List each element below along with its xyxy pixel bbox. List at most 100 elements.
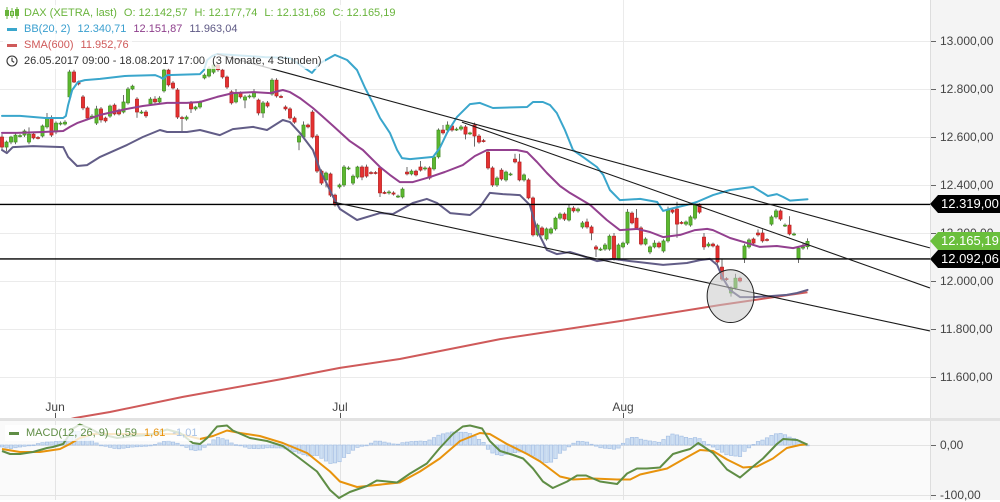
- candle-body: [801, 246, 805, 249]
- candle-body: [612, 235, 616, 260]
- candle-body: [756, 232, 760, 236]
- price-plot[interactable]: [0, 53, 930, 425]
- candle-body: [481, 140, 486, 142]
- candle-up: [558, 212, 562, 220]
- candle-down: [382, 190, 387, 195]
- candle-body: [693, 204, 697, 219]
- candle-up: [625, 209, 630, 246]
- candle-body: [328, 173, 333, 196]
- candle-body: [166, 69, 171, 86]
- candle-body: [364, 166, 369, 177]
- candle-body: [544, 228, 549, 240]
- candle-up: [783, 223, 787, 228]
- instrument-name: DAX (XETRA, last): [24, 7, 117, 19]
- candle-body: [760, 232, 765, 242]
- candle-body: [27, 133, 31, 143]
- candle-down: [36, 136, 40, 140]
- candle-down: [180, 115, 184, 131]
- histogram-bar: [742, 444, 747, 452]
- histogram-bar: [310, 444, 315, 457]
- histogram-bar: [625, 438, 630, 446]
- candle-body: [396, 195, 400, 198]
- histogram-bar: [175, 442, 180, 446]
- candle-up: [792, 232, 796, 236]
- candle-up: [643, 237, 648, 246]
- candle-body: [378, 167, 382, 194]
- candle-down: [756, 229, 760, 237]
- candle-body: [585, 221, 589, 228]
- candle-body: [342, 166, 346, 186]
- histogram-bar: [589, 443, 594, 446]
- candle-down: [373, 171, 378, 175]
- histogram-bar: [328, 444, 333, 464]
- candle-body: [616, 244, 621, 260]
- candle-up: [652, 240, 657, 249]
- histogram-bar: [422, 440, 428, 446]
- macd-legend[interactable]: MACD(12, 26, 9) 0,59 1,61 -1,01: [5, 425, 201, 441]
- candle-up: [346, 166, 351, 171]
- macd-label: MACD(12, 26, 9): [26, 427, 109, 439]
- candle-up: [648, 245, 652, 255]
- histogram-bar: [670, 433, 675, 446]
- middle-trendline[interactable]: [461, 121, 930, 289]
- histogram-bar: [638, 438, 644, 446]
- candle-body: [436, 129, 441, 158]
- candle-body: [504, 171, 508, 181]
- lower-trendline[interactable]: [333, 201, 930, 332]
- candle-down: [571, 206, 576, 213]
- sma-600-line: [70, 291, 808, 418]
- histogram-bar: [202, 444, 207, 448]
- macd-value: 0,59: [115, 427, 137, 439]
- histogram-bar: [305, 444, 311, 457]
- candle-up: [580, 221, 585, 229]
- histogram-bar: [679, 435, 684, 446]
- candle-body: [621, 242, 625, 248]
- candle-down: [441, 124, 445, 135]
- candle-body: [598, 248, 603, 251]
- histogram-bar: [355, 444, 360, 448]
- candle-body: [630, 212, 634, 224]
- candle-down: [288, 107, 292, 120]
- legend-bollinger-row[interactable]: BB(20, 2) 12.340,71 12.151,87 11.963,04: [3, 21, 241, 37]
- panel-separator[interactable]: [0, 418, 1000, 421]
- legend-sma-row[interactable]: SMA(600) 11.952,76: [3, 37, 132, 53]
- histogram-bar: [238, 444, 243, 447]
- candle-down: [657, 241, 661, 249]
- histogram-bar: [553, 444, 558, 460]
- highlight-ellipse[interactable]: [706, 269, 755, 324]
- histogram-bar: [557, 444, 563, 454]
- histogram-bar: [674, 434, 680, 446]
- histogram-bar: [220, 438, 225, 446]
- price-axis-background[interactable]: [930, 0, 1000, 500]
- candle-body: [769, 216, 774, 225]
- histogram-bar: [242, 444, 248, 448]
- candle-body: [400, 188, 405, 198]
- candle-down: [292, 116, 297, 124]
- histogram-bar: [395, 443, 401, 446]
- bb-middle-line: [1, 89, 809, 250]
- candle-body: [144, 111, 148, 117]
- candle-body: [477, 135, 481, 143]
- legend-macd-row[interactable]: MACD(12, 26, 9) 0,59 1,61 -1,01: [5, 425, 201, 441]
- histogram-bar: [413, 440, 419, 446]
- candle-up: [9, 135, 13, 145]
- candle-body: [706, 243, 711, 247]
- candle-body: [643, 238, 648, 245]
- candle-down: [585, 218, 589, 229]
- histogram-bar: [656, 441, 662, 446]
- candle-up: [297, 134, 301, 151]
- candle-body: [432, 156, 436, 170]
- candle-down: [490, 166, 495, 187]
- candle-down: [256, 98, 261, 116]
- candle-up: [63, 120, 67, 126]
- candle-body: [414, 170, 418, 176]
- histogram-bar: [472, 436, 477, 446]
- histogram-bar: [274, 444, 279, 449]
- upper-trendline[interactable]: [216, 53, 930, 249]
- legend-instrument-row[interactable]: DAX (XETRA, last) O: 12.142,57 H: 12.177,7…: [3, 5, 399, 21]
- candle-body: [783, 224, 787, 227]
- candle-body: [270, 79, 274, 95]
- histogram-bar: [152, 444, 158, 446]
- candle-body: [153, 98, 157, 103]
